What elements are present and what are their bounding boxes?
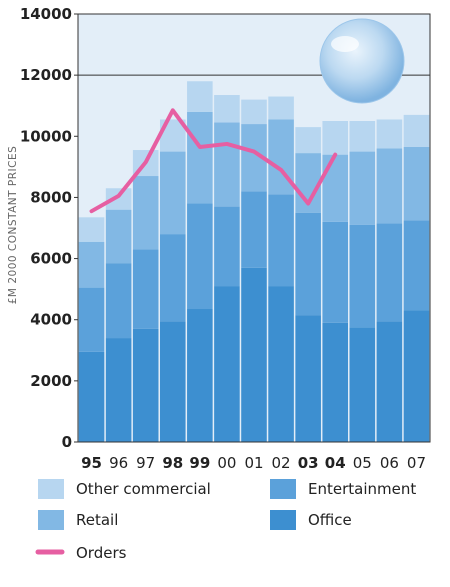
x-tick-label-97: 97	[136, 454, 155, 472]
bar-retail-05	[349, 151, 376, 225]
x-tick-label-03: 03	[298, 454, 319, 472]
bar-other-commercial-04	[322, 121, 349, 155]
y-tick-label-4000: 4000	[30, 311, 72, 329]
bar-retail-99	[187, 111, 213, 204]
x-tick-label-98: 98	[162, 454, 183, 472]
x-axis: 95 96 97 98 99 00 01 02 03 04 05 06 07	[81, 454, 426, 472]
bar-other-commercial-02	[268, 96, 294, 120]
bar-office-04	[322, 322, 349, 442]
bar-retail-07	[403, 146, 430, 221]
bar-other-commercial-07	[403, 114, 430, 147]
bar-office-95	[78, 351, 105, 442]
legend-label-other-commercial: Other commercial	[76, 480, 211, 498]
legend-swatch-office	[270, 510, 296, 530]
bar-retail-06	[376, 148, 403, 224]
bar-entertainment-03	[295, 212, 321, 316]
x-tick-label-05: 05	[353, 454, 372, 472]
x-tick-label-95: 95	[81, 454, 102, 472]
x-tick-label-00: 00	[217, 454, 236, 472]
bar-retail-97	[132, 176, 159, 250]
bar-other-commercial-99	[187, 81, 213, 112]
bar-office-06	[376, 321, 403, 442]
bar-other-commercial-00	[214, 95, 240, 123]
bar-office-02	[268, 286, 294, 442]
bar-office-03	[295, 315, 321, 442]
bar-office-00	[214, 286, 240, 442]
legend-swatch-other-commercial	[38, 479, 64, 499]
bars-layer	[78, 81, 430, 442]
bubble-decoration	[319, 18, 405, 104]
bar-other-commercial-03	[295, 127, 321, 154]
bar-entertainment-97	[132, 249, 159, 329]
bar-entertainment-04	[322, 221, 349, 323]
legend-label-office: Office	[308, 511, 352, 529]
x-tick-label-96: 96	[109, 454, 128, 472]
legend-swatch-retail	[38, 510, 64, 530]
y-tick-label-2000: 2000	[30, 372, 72, 390]
legend-label-orders: Orders	[76, 544, 127, 562]
y-tick-label-6000: 6000	[30, 250, 72, 268]
bar-entertainment-95	[78, 287, 105, 352]
bubble-highlight	[331, 36, 359, 52]
x-tick-label-07: 07	[407, 454, 426, 472]
bar-entertainment-07	[403, 220, 430, 311]
bar-other-commercial-05	[349, 121, 376, 152]
line-layer	[89, 108, 338, 214]
orders-line	[89, 108, 338, 214]
bar-office-05	[349, 327, 376, 442]
bar-office-07	[403, 310, 430, 442]
bar-entertainment-02	[268, 194, 294, 287]
y-axis: 0 2000 4000 6000 8000 10000 12000 14000	[20, 5, 78, 451]
y-tick-label-12000: 12000	[20, 66, 72, 84]
bar-entertainment-96	[105, 263, 132, 339]
bar-retail-98	[159, 151, 186, 235]
bar-other-commercial-06	[376, 119, 403, 149]
bar-other-commercial-96	[105, 188, 132, 210]
bar-office-96	[105, 338, 132, 442]
y-tick-label-10000: 10000	[20, 127, 72, 145]
x-tick-label-04: 04	[325, 454, 346, 472]
bar-retail-00	[214, 122, 240, 207]
y-tick-label-8000: 8000	[30, 188, 72, 206]
bar-entertainment-98	[159, 234, 186, 322]
bar-entertainment-05	[349, 224, 376, 328]
y-tick-label-14000: 14000	[20, 5, 72, 23]
bar-other-commercial-95	[78, 217, 105, 242]
bar-entertainment-99	[187, 203, 213, 310]
y-axis-label: £M 2000 CONSTANT PRICES	[7, 146, 19, 305]
x-tick-label-02: 02	[272, 454, 291, 472]
x-tick-label-01: 01	[244, 454, 263, 472]
bar-other-commercial-01	[241, 99, 267, 125]
x-tick-label-06: 06	[380, 454, 399, 472]
legend-label-entertainment: Entertainment	[308, 480, 416, 498]
bar-retail-96	[105, 209, 132, 264]
bar-office-01	[241, 267, 267, 442]
bar-entertainment-00	[214, 206, 240, 287]
legend-swatch-entertainment	[270, 479, 296, 499]
legend: Other commercial Entertainment Retail Offic…	[35, 479, 416, 562]
bubble	[319, 18, 405, 104]
x-tick-label-99: 99	[189, 454, 210, 472]
bar-entertainment-01	[241, 191, 267, 268]
bar-retail-04	[322, 154, 349, 222]
plot-frame	[77, 13, 431, 443]
bar-retail-95	[78, 241, 105, 288]
legend-label-retail: Retail	[76, 511, 118, 529]
y-tick-label-0: 0	[62, 433, 72, 451]
bar-office-99	[187, 309, 213, 442]
bar-entertainment-06	[376, 223, 403, 322]
bar-office-97	[132, 328, 159, 442]
bar-office-98	[159, 321, 186, 442]
